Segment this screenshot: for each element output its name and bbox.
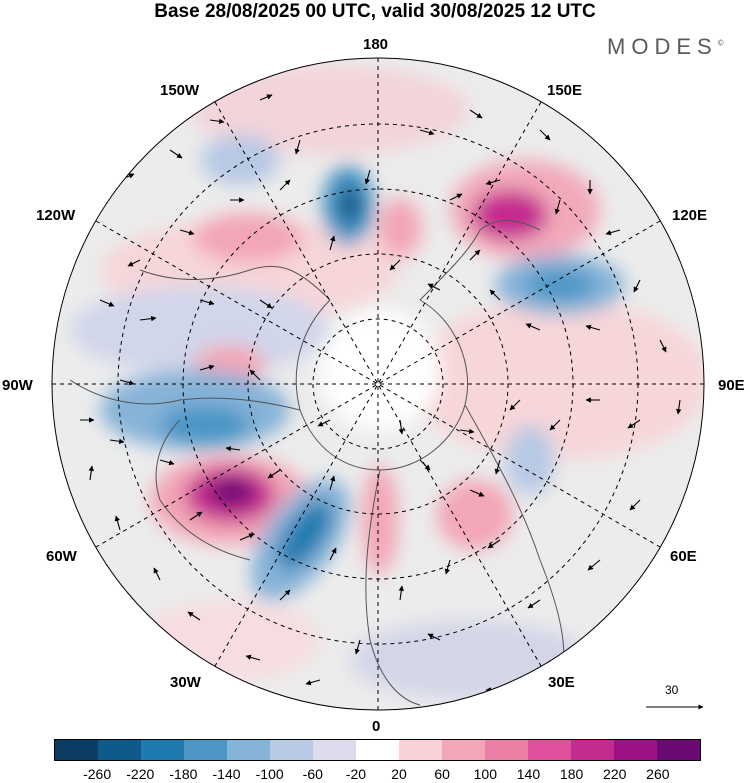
- map-border: [51, 57, 705, 711]
- lon-label-150w: 150W: [160, 82, 200, 99]
- colorbar-tick-label: 220: [603, 766, 627, 782]
- colorbar-tick-label: 140: [516, 766, 541, 782]
- colorbar-tick-label: -220: [126, 766, 155, 782]
- colorbar-tick-label: -140: [212, 766, 241, 782]
- lon-label-90w: 90W: [2, 377, 33, 394]
- brand-mark: ©: [717, 38, 724, 48]
- colorbar-bin-1: [98, 740, 141, 760]
- lon-label-60e: 60E: [670, 548, 697, 565]
- colorbar-tick-label: 100: [473, 766, 498, 782]
- colorbar-bin-13: [614, 740, 657, 760]
- wind-reference-value: 30: [665, 683, 679, 697]
- lon-label-150e: 150E: [547, 82, 583, 99]
- map-title: Base 28/08/2025 00 UTC, valid 30/08/2025…: [154, 1, 596, 22]
- colorbar-bin-0: [55, 740, 98, 760]
- colorbar: [54, 739, 701, 761]
- colorbar-bin-14: [657, 740, 700, 760]
- modes-logo: MODES©: [607, 34, 724, 60]
- lon-label-90e: 90E: [718, 377, 745, 394]
- lon-label-60w: 60W: [46, 548, 77, 565]
- colorbar-bin-7: [356, 740, 399, 760]
- colorbar-tick-label: 20: [391, 766, 407, 782]
- colorbar-bin-5: [270, 740, 313, 760]
- colorbar-tick-label: -20: [345, 766, 367, 782]
- lon-label-120e: 120E: [672, 207, 708, 224]
- colorbar-bin-11: [528, 740, 571, 760]
- lon-label-0: 0: [372, 718, 381, 735]
- colorbar-bin-10: [485, 740, 528, 760]
- colorbar-tick-label: 60: [434, 766, 450, 782]
- lon-label-30e: 30E: [548, 674, 575, 691]
- colorbar-bin-2: [141, 740, 184, 760]
- colorbar-bin-9: [442, 740, 485, 760]
- colorbar-tick-label: -100: [255, 766, 284, 782]
- lon-label-30w: 30W: [170, 674, 201, 691]
- polar-map: [51, 57, 705, 711]
- colorbar-tick-label: 260: [646, 766, 670, 782]
- brand-text: MODES: [607, 34, 718, 59]
- graticule: [52, 58, 704, 710]
- colorbar-tick-label: 180: [559, 766, 584, 782]
- colorbar-tick-label: -60: [302, 766, 323, 782]
- colorbar-bin-8: [399, 740, 442, 760]
- colorbar-tick-label: -180: [169, 766, 198, 782]
- colorbar-bin-12: [571, 740, 614, 760]
- colorbar-bin-4: [227, 740, 270, 760]
- colorbar-tick-label: -260: [83, 766, 112, 782]
- colorbar-bin-3: [184, 740, 227, 760]
- colorbar-bin-6: [313, 740, 356, 760]
- coastlines: [69, 220, 565, 706]
- lon-label-180: 180: [363, 36, 389, 53]
- lon-label-120w: 120W: [36, 207, 76, 224]
